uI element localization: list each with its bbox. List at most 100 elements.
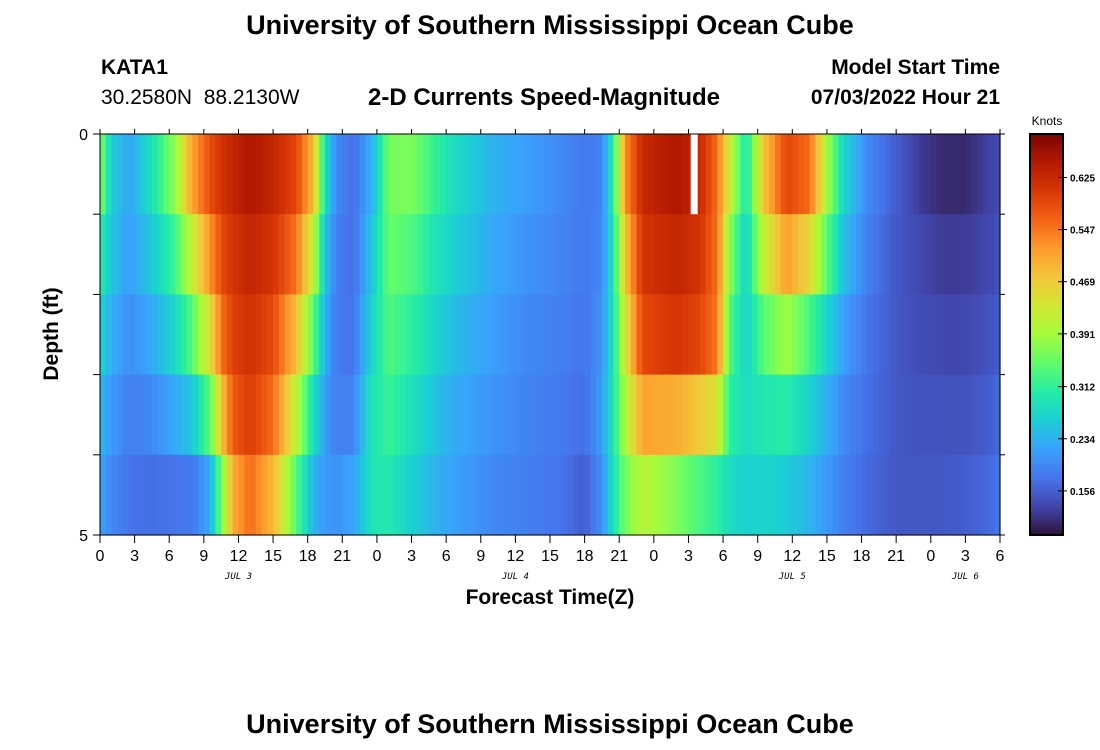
heatmap-cell [423, 214, 430, 295]
heatmap-cell [953, 214, 961, 295]
heatmap-cell [301, 294, 309, 376]
heatmap-cell [671, 134, 678, 215]
heatmap-cell [134, 294, 141, 376]
heatmap-cell [994, 374, 1001, 456]
heatmap-cell [503, 454, 511, 536]
heatmap-cell [971, 374, 978, 456]
heatmap-cell [348, 374, 355, 456]
heatmap-cell [925, 294, 932, 376]
heatmap-cell [700, 214, 707, 295]
heatmap-cell [342, 374, 349, 456]
heatmap-cell [601, 374, 609, 456]
heatmap-cell [486, 134, 493, 215]
heatmap-cell [976, 294, 984, 376]
heatmap-cell [319, 294, 326, 376]
heatmap-cell [100, 134, 107, 215]
heatmap-cell [273, 454, 280, 536]
heatmap-cell [578, 454, 586, 536]
heatmap-cell [117, 134, 124, 215]
heatmap-cell [423, 134, 430, 215]
heatmap-cell [134, 214, 141, 295]
x-tick-label: 9 [476, 548, 485, 565]
heatmap-cell [792, 454, 799, 536]
heatmap-cell [913, 214, 920, 295]
heatmap-cell [376, 214, 384, 295]
heatmap-cell [313, 134, 320, 215]
heatmap-cell [498, 294, 505, 376]
heatmap-cell [584, 134, 591, 215]
heatmap-cell [676, 294, 684, 376]
heatmap-cell [405, 454, 413, 536]
heatmap-cell [544, 294, 551, 376]
heatmap-cell [959, 214, 966, 295]
heatmap-cell [123, 134, 130, 215]
heatmap-cell [498, 134, 505, 215]
heatmap-cell [146, 374, 153, 456]
heatmap-cell [428, 214, 436, 295]
heatmap-cell [567, 294, 574, 376]
heatmap-cell [953, 454, 961, 536]
heatmap-cell [319, 454, 326, 536]
heatmap-cell [515, 374, 522, 456]
heatmap-cell [826, 454, 834, 536]
heatmap-cell [498, 214, 505, 295]
heatmap-cell [659, 374, 666, 456]
heatmap-cell [342, 454, 349, 536]
heatmap-cell [348, 294, 355, 376]
heatmap-cell [901, 134, 909, 215]
colorbar-tick-label: 0.469 [1070, 278, 1095, 289]
heatmap-cell [111, 294, 118, 376]
heatmap-cell [965, 374, 972, 456]
heatmap-cell [359, 454, 366, 536]
heatmap-cell [700, 134, 707, 215]
heatmap-cell [682, 294, 690, 376]
heatmap-cell [757, 214, 765, 295]
heatmap-cell [157, 134, 165, 215]
heatmap-cell [694, 374, 701, 456]
heatmap-cell [550, 214, 557, 295]
colorbar-tick-label: 0.547 [1070, 226, 1095, 237]
heatmap-cell [850, 374, 857, 456]
heatmap-cell [994, 294, 1001, 376]
heatmap-cell [198, 374, 205, 456]
heatmap-cell [451, 134, 459, 215]
heatmap-cell [226, 134, 234, 215]
heatmap-cell [630, 294, 638, 376]
heatmap-cell [786, 214, 793, 295]
heatmap-cell [757, 374, 765, 456]
heatmap-cell [642, 294, 649, 376]
heatmap-cell [411, 214, 418, 295]
heatmap-cell [907, 294, 915, 376]
heatmap-cell [146, 454, 153, 536]
heatmap-cell [803, 134, 811, 215]
heatmap-cell [186, 214, 193, 295]
x-date-label: JUL 6 [951, 572, 979, 582]
heatmap-cell [261, 374, 268, 456]
heatmap-cell [296, 214, 303, 295]
heatmap-cell [723, 294, 730, 376]
heatmap-cell [723, 454, 730, 536]
heatmap-cell [590, 294, 597, 376]
heatmap-cell [844, 134, 851, 215]
heatmap-cell [826, 134, 834, 215]
heatmap-cell [100, 294, 107, 376]
heatmap-cell [313, 294, 320, 376]
heatmap-cell [659, 134, 666, 215]
heatmap-cell [694, 454, 701, 536]
heatmap-cell [942, 454, 949, 536]
heatmap-cell [555, 374, 563, 456]
heatmap-cell [711, 134, 718, 215]
heatmap-cell [163, 214, 170, 295]
heatmap-cell [250, 134, 257, 215]
heatmap-cell [832, 134, 840, 215]
heatmap-cell [342, 214, 349, 295]
heatmap-cell [919, 454, 926, 536]
heatmap-cell [186, 134, 193, 215]
heatmap-cell [890, 294, 897, 376]
heatmap-cell [475, 214, 482, 295]
model-start-label: Model Start Time [831, 56, 1000, 79]
heatmap-cell [861, 454, 868, 536]
heatmap-cell [861, 214, 868, 295]
heatmap-cell [111, 454, 118, 536]
heatmap-cell [411, 454, 418, 536]
